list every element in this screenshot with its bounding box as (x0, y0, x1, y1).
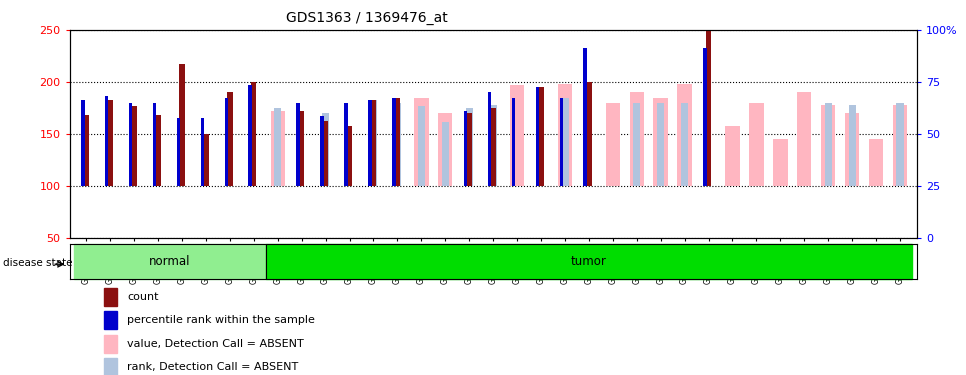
Bar (103, 334, 117, 352)
Bar (177, 118, 181, 186)
Bar (153, 103, 156, 186)
Bar (681, 103, 688, 186)
Bar (395, 98, 400, 186)
Bar (773, 139, 787, 186)
Bar (490, 105, 497, 186)
Bar (417, 106, 425, 186)
Bar (392, 98, 396, 186)
Bar (103, 311, 117, 329)
Bar (439, 113, 452, 186)
Bar (105, 96, 108, 186)
Bar (103, 358, 117, 375)
Bar (750, 103, 763, 186)
Bar (81, 100, 84, 186)
Bar (467, 113, 471, 186)
Bar (414, 98, 429, 186)
Bar (633, 103, 640, 186)
Bar (441, 122, 449, 186)
Bar (725, 126, 740, 186)
Bar (224, 98, 228, 186)
Bar (586, 82, 591, 186)
Bar (848, 105, 856, 186)
Bar (299, 111, 304, 186)
Bar (297, 103, 299, 186)
Bar (227, 93, 233, 186)
Bar (344, 103, 348, 186)
Bar (535, 87, 539, 186)
Bar (203, 134, 209, 186)
Bar (321, 116, 324, 186)
Bar (251, 82, 256, 186)
Bar (464, 111, 468, 186)
Bar (74, 244, 266, 279)
Bar (84, 116, 89, 186)
Bar (677, 84, 692, 186)
Bar (248, 85, 252, 186)
Bar (270, 111, 285, 186)
Bar (538, 87, 544, 186)
Text: rank, Detection Call = ABSENT: rank, Detection Call = ABSENT (128, 362, 298, 372)
Bar (510, 85, 525, 186)
Bar (466, 108, 472, 186)
Bar (896, 103, 903, 186)
Text: count: count (128, 292, 158, 302)
Bar (322, 113, 329, 186)
Bar (323, 120, 328, 186)
Text: percentile rank within the sample: percentile rank within the sample (128, 315, 315, 325)
Bar (488, 93, 492, 186)
Bar (180, 64, 185, 186)
Text: disease state: disease state (3, 258, 72, 267)
Bar (845, 113, 860, 186)
Bar (606, 103, 620, 186)
Bar (266, 244, 912, 279)
Text: value, Detection Call = ABSENT: value, Detection Call = ABSENT (128, 339, 304, 348)
Bar (394, 103, 401, 186)
Bar (893, 105, 907, 186)
Bar (657, 103, 665, 186)
Bar (370, 100, 377, 186)
Bar (491, 108, 496, 186)
Bar (156, 116, 160, 186)
Text: normal: normal (150, 255, 191, 268)
Bar (797, 93, 811, 186)
Bar (103, 288, 117, 306)
Bar (201, 118, 204, 186)
Bar (131, 106, 137, 186)
Bar (128, 103, 132, 186)
Bar (559, 98, 563, 186)
Bar (561, 98, 569, 186)
Bar (585, 103, 592, 186)
Bar (703, 48, 707, 186)
Bar (653, 98, 668, 186)
Bar (821, 105, 836, 186)
Bar (368, 100, 372, 186)
Bar (512, 98, 515, 186)
Bar (107, 100, 113, 186)
Bar (274, 108, 281, 186)
Bar (706, 0, 711, 186)
Bar (557, 84, 572, 186)
Text: tumor: tumor (571, 255, 607, 268)
Text: GDS1363 / 1369476_at: GDS1363 / 1369476_at (286, 11, 448, 25)
Bar (630, 93, 644, 186)
Bar (371, 100, 376, 186)
Bar (583, 48, 587, 186)
Bar (825, 103, 832, 186)
Bar (347, 126, 353, 186)
Bar (868, 139, 883, 186)
